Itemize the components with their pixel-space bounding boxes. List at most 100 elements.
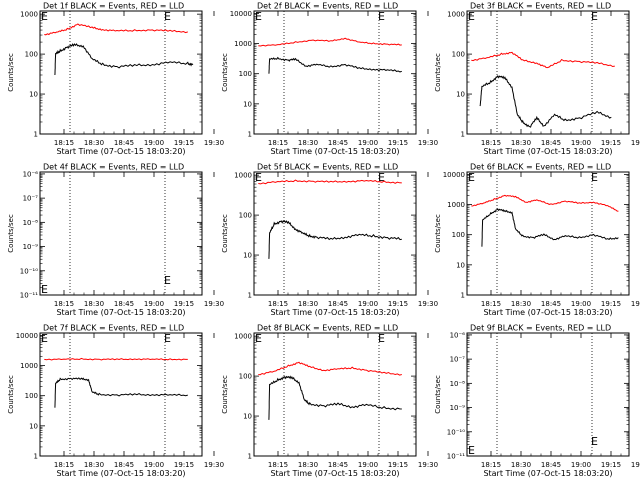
x-tick-label: 19:15 xyxy=(174,139,194,147)
y-tick-label: 10 xyxy=(456,261,465,269)
y-tick-label: 1000 xyxy=(234,40,252,48)
y-axis-label: Counts/sec xyxy=(434,214,442,253)
x-tick-label: 19:00 xyxy=(571,461,591,469)
y-tick-label: 100 xyxy=(25,51,38,59)
y-tick-label: 10 xyxy=(243,100,252,108)
events-series-line xyxy=(268,375,402,420)
panel-title: Det 3f BLACK = Events, RED = LLD xyxy=(470,2,611,11)
eclipse-marker: E xyxy=(255,10,262,23)
eclipse-marker: E xyxy=(41,332,48,345)
panel-title: Det 6f BLACK = Events, RED = LLD xyxy=(470,163,611,172)
x-tick-label: 18:30 xyxy=(511,461,531,469)
x-tick-label: 19:15 xyxy=(601,139,621,147)
x-axis-label: Start Time (07-Oct-15 18:03:20) xyxy=(270,469,399,478)
x-tick-label: 18:45 xyxy=(114,300,134,308)
y-tick-label: 10⁻⁷ xyxy=(23,195,39,203)
y-tick-label: 10 xyxy=(29,422,38,430)
x-tick-label: 19:00 xyxy=(358,300,378,308)
x-tick-label: 19:00 xyxy=(358,461,378,469)
y-axis-label: Counts/sec xyxy=(7,375,15,414)
y-axis-label: Counts/sec xyxy=(7,214,15,253)
y-tick-label: 10⁻¹⁰ xyxy=(447,428,465,436)
x-tick-label: 18:30 xyxy=(84,300,104,308)
x-tick-label: 18:15 xyxy=(481,300,501,308)
x-tick-label: 19:30 xyxy=(631,139,640,147)
y-tick-label: 10⁻⁹ xyxy=(23,243,39,251)
x-axis-label: Start Time (07-Oct-15 18:03:20) xyxy=(56,469,185,478)
x-tick-label: 18:30 xyxy=(298,300,318,308)
eclipse-marker: E xyxy=(41,10,48,23)
eclipse-marker: E xyxy=(255,171,262,184)
y-tick-label: 10 xyxy=(456,91,465,99)
panel-title: Det 1f BLACK = Events, RED = LLD xyxy=(43,2,184,11)
y-axis-label: Counts/sec xyxy=(221,53,229,92)
events-series-line xyxy=(268,56,402,74)
panel-title: Det 8f BLACK = Events, RED = LLD xyxy=(257,324,398,333)
plot-frame xyxy=(253,10,417,135)
x-axis-label: Start Time (07-Oct-15 18:03:20) xyxy=(56,308,185,317)
x-tick-label: 18:15 xyxy=(268,139,288,147)
y-tick-label: 10⁻⁹ xyxy=(450,404,466,412)
y-tick-label: 1 xyxy=(34,131,38,139)
x-tick-label: 19:15 xyxy=(174,300,194,308)
events-series-line xyxy=(481,208,619,247)
y-tick-label: 100 xyxy=(239,212,252,220)
y-tick-label: 10000 xyxy=(230,10,252,18)
y-tick-label: 1000 xyxy=(20,11,38,19)
eclipse-marker: E xyxy=(591,171,598,184)
panel-det-7: Det 7f BLACK = Events, RED = LLD 1 10 100 10… xyxy=(7,324,224,479)
y-axis-label: Counts/sec xyxy=(434,375,442,414)
y-tick-label: 10⁻⁸ xyxy=(23,219,39,227)
events-series-line xyxy=(54,43,194,76)
y-tick-label: 1 xyxy=(248,453,252,461)
eclipse-marker: E xyxy=(468,10,475,23)
panel-det-8: Det 8f BLACK = Events, RED = LLD 1 10 100 10… xyxy=(221,324,438,479)
panel-det-4: Det 4f BLACK = Events, RED = LLD 10⁻¹¹ 10⁻… xyxy=(7,163,224,318)
x-tick-label: 18:30 xyxy=(84,461,104,469)
x-tick-label: 18:30 xyxy=(511,139,531,147)
lld-series-line xyxy=(44,23,188,36)
plot-frame xyxy=(39,10,203,135)
x-axis-label: Start Time (07-Oct-15 18:03:20) xyxy=(483,308,612,317)
y-tick-label: 10⁻¹⁰ xyxy=(20,267,38,275)
eclipse-marker: E xyxy=(468,444,475,457)
x-tick-label: 18:45 xyxy=(114,461,134,469)
x-tick-label: 19:30 xyxy=(418,461,438,469)
panel-det-6: Det 6f BLACK = Events, RED = LLD 1 10 100 10… xyxy=(434,163,640,318)
y-tick-label: 1 xyxy=(248,292,252,300)
x-tick-label: 19:00 xyxy=(144,139,164,147)
x-tick-label: 18:15 xyxy=(481,461,501,469)
events-series-line xyxy=(268,220,402,259)
panel-title: Det 2f BLACK = Events, RED = LLD xyxy=(257,2,398,11)
plot-frame xyxy=(39,332,203,457)
x-tick-label: 19:15 xyxy=(388,139,408,147)
y-tick-label: 10 xyxy=(243,252,252,260)
x-tick-label: 18:45 xyxy=(328,461,348,469)
plot-frame xyxy=(39,171,203,296)
x-tick-label: 18:45 xyxy=(114,139,134,147)
x-tick-label: 18:30 xyxy=(84,139,104,147)
plot-frame xyxy=(466,171,630,296)
x-axis-label: Start Time (07-Oct-15 18:03:20) xyxy=(56,147,185,156)
plot-frame xyxy=(466,10,630,135)
y-tick-label: 1 xyxy=(248,131,252,139)
y-tick-label: 1 xyxy=(34,453,38,461)
lld-series-line xyxy=(258,179,402,185)
x-axis-label: Start Time (07-Oct-15 18:03:20) xyxy=(270,308,399,317)
x-tick-label: 18:30 xyxy=(298,461,318,469)
x-tick-label: 19:30 xyxy=(204,461,224,469)
plot-frame xyxy=(253,171,417,296)
panel-det-9: Det 9f BLACK = Events, RED = LLD 10⁻¹¹ 10⁻… xyxy=(434,324,640,479)
x-tick-label: 18:15 xyxy=(268,300,288,308)
y-tick-label: 10 xyxy=(243,413,252,421)
panel-det-3: Det 3f BLACK = Events, RED = LLD 1 10 100 10… xyxy=(434,2,640,157)
eclipse-marker: E xyxy=(591,435,598,448)
y-tick-label: 1000 xyxy=(234,172,252,180)
x-tick-label: 19:00 xyxy=(144,300,164,308)
panel-title: Det 7f BLACK = Events, RED = LLD xyxy=(43,324,184,333)
y-tick-label: 10⁻⁶ xyxy=(23,170,39,178)
lld-series-line xyxy=(44,357,188,361)
y-tick-label: 100 xyxy=(25,392,38,400)
x-tick-label: 19:00 xyxy=(144,461,164,469)
